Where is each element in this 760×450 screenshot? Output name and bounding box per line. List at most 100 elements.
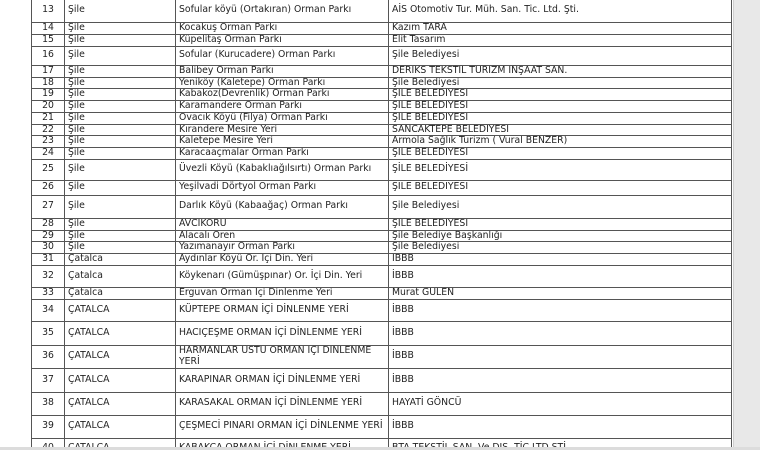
district-cell: Şile (64, 179, 176, 196)
operator-cell: Şile Belediyesi (388, 194, 732, 219)
row-number: 19 (31, 88, 65, 101)
operator-cell: İBBB (388, 298, 732, 322)
district-cell: Şile (64, 158, 176, 181)
site-name-cell: Sofular (Kurucadere) Orman Parkı (175, 45, 389, 66)
table-row: 24 Şile Karacaaçmalar Orman Parkı ŞİLE BELE… (31, 147, 732, 160)
district-cell: Şile (64, 100, 176, 113)
row-number: 35 (31, 320, 65, 346)
recreation-areas-table: 13 Şile Sofular köyü (Ortakıran) Orman Par… (31, 0, 732, 448)
site-name-cell: Aydınlar Köyü Or. İçi Din. Yeri (175, 253, 389, 266)
site-name-cell: Sofular köyü (Ortakıran) Orman Parkı (175, 0, 389, 23)
site-name-cell: Balibey Orman Parkı (175, 64, 389, 78)
district-cell: Şile (64, 194, 176, 219)
district-cell: Şile (64, 45, 176, 66)
table-row: 19 Şile Kabakoz(Devrenlik) Orman Parkı ŞİLE… (31, 88, 732, 101)
operator-cell: Kazım TARA (388, 22, 732, 35)
row-number: 34 (31, 298, 65, 322)
operator-cell: İBBB (388, 344, 732, 369)
district-cell: ÇATALCA (64, 367, 176, 393)
site-name-cell: Küpelitaş Orman Parkı (175, 33, 389, 47)
operator-cell: SANCAKTEPE BELEDİYESİ (388, 123, 732, 136)
row-number: 33 (31, 286, 65, 300)
table-row: 20 Şile Karamandere Orman Parkı ŞİLE BELEDİ… (31, 100, 732, 113)
row-number: 16 (31, 45, 65, 66)
operator-cell: ŞİLE BELEDİYESİ (388, 179, 732, 196)
site-name-cell: KÜPTEPE ORMAN İÇİ DİNLENME YERİ (175, 298, 389, 322)
district-cell: Şile (64, 241, 176, 254)
site-name-cell: KARAPINAR ORMAN İÇİ DİNLENME YERİ (175, 367, 389, 393)
row-number: 25 (31, 158, 65, 181)
operator-cell: ŞİLE BELEDİYESİ (388, 147, 732, 160)
operator-cell: BTA TEKSTİL SAN. Ve DIŞ. TİC.LTD.ŞTİ (388, 437, 732, 448)
table-row: 21 Şile Ovacık Köyü (Filya) Orman Parkı ŞİL… (31, 111, 732, 125)
table-row: 25 Şile Üvezli Köyü (Kabaklıağılsırtı) Orm… (31, 158, 732, 181)
table-row: 31 Çatalca Aydınlar Köyü Or. İçi Din. Yeri… (31, 253, 732, 266)
site-name-cell: Kocakuş Orman Parkı (175, 22, 389, 35)
site-name-cell: Üvezli Köyü (Kabaklıağılsırtı) Orman Par… (175, 158, 389, 181)
table-row: 18 Şile Yeniköy (Kaletepe) Orman Parkı Şile… (31, 76, 732, 89)
district-cell: ÇATALCA (64, 414, 176, 439)
operator-cell: ŞİLE BELEDİYESİ (388, 100, 732, 113)
site-name-cell: Karamandere Orman Parkı (175, 100, 389, 113)
table-row: 26 Şile Yeşilvadi Dörtyol Orman Parkı ŞİLE … (31, 179, 732, 196)
site-name-cell: Yeniköy (Kaletepe) Orman Parkı (175, 76, 389, 89)
operator-cell: Murat GÜLEN (388, 286, 732, 300)
district-cell: Şile (64, 88, 176, 101)
district-cell: Şile (64, 229, 176, 242)
table-row: 35 ÇATALCA HACIÇEŞME ORMAN İÇİ DİNLENME YE… (31, 320, 732, 346)
row-number: 37 (31, 367, 65, 393)
operator-cell: AİS Otomotiv Tur. Müh. San. Tic. Ltd. Şt… (388, 0, 732, 23)
operator-cell: ŞİLE BELEDİYESİ (388, 217, 732, 231)
table-row: 23 Şile Kaletepe Mesire Yeri Armola Sağlık … (31, 135, 732, 148)
operator-cell: İBBB (388, 253, 732, 266)
operator-cell: HAYATİ GÖNCÜ (388, 391, 732, 416)
operator-cell: Şile Belediye Başkanlığı (388, 229, 732, 242)
site-name-cell: HARMANLAR ÜSTÜ ORMAN İÇİ DİNLENME YERİ (175, 344, 389, 369)
site-name-cell: Kaletepe Mesire Yeri (175, 135, 389, 148)
table-row: 29 Şile Alacalı Ören Şile Belediye Başkanlı… (31, 229, 732, 242)
operator-cell: İBBB (388, 264, 732, 288)
table-row: 37 ÇATALCA KARAPINAR ORMAN İÇİ DİNLENME YE… (31, 367, 732, 393)
operator-cell: Şile Belediyesi (388, 45, 732, 66)
operator-cell: ŞİLE BELEDİYESİ (388, 111, 732, 125)
table-row: 17 Şile Balibey Orman Parkı DERİKS TEKSTİL … (31, 64, 732, 78)
district-cell: ÇATALCA (64, 391, 176, 416)
scroll-gutter (733, 0, 760, 450)
district-cell: Şile (64, 111, 176, 125)
operator-cell: ŞİLE BELEDİYESİ (388, 158, 732, 181)
operator-cell: İBBB (388, 367, 732, 393)
row-number: 20 (31, 100, 65, 113)
operator-cell: DERİKS TEKSTİL TURİZM İNŞAAT SAN. (388, 64, 732, 78)
table-row: 32 Çatalca Köykenarı (Gümüşpınar) Or. İçi … (31, 264, 732, 288)
row-number: 39 (31, 414, 65, 439)
row-number: 17 (31, 64, 65, 78)
table-row: 22 Şile Kırandere Mesire Yeri SANCAKTEPE BE… (31, 123, 732, 136)
row-number: 38 (31, 391, 65, 416)
district-cell: Şile (64, 135, 176, 148)
district-cell: Şile (64, 0, 176, 23)
operator-cell: Elit Tasarım (388, 33, 732, 47)
row-number: 30 (31, 241, 65, 254)
document-page: 13 Şile Sofular köyü (Ortakıran) Orman Par… (31, 0, 732, 448)
district-cell: Çatalca (64, 286, 176, 300)
site-name-cell: Köykenarı (Gümüşpınar) Or. İçi Din. Yeri (175, 264, 389, 288)
row-number: 27 (31, 194, 65, 219)
table-row: 14 Şile Kocakuş Orman Parkı Kazım TARA (31, 22, 732, 35)
site-name-cell: Yazımanayır Orman Parkı (175, 241, 389, 254)
table-row: 28 Şile AVCIKORU ŞİLE BELEDİYESİ (31, 217, 732, 231)
table-row: 30 Şile Yazımanayır Orman Parkı Şile Beledi… (31, 241, 732, 254)
row-number: 21 (31, 111, 65, 125)
operator-cell: Şile Belediyesi (388, 241, 732, 254)
site-name-cell: AVCIKORU (175, 217, 389, 231)
row-number: 32 (31, 264, 65, 288)
site-name-cell: ÇEŞMECİ PINARI ORMAN İÇİ DİNLENME YERİ (175, 414, 389, 439)
table-row: 38 ÇATALCA KARASAKAL ORMAN İÇİ DİNLENME YE… (31, 391, 732, 416)
row-number: 31 (31, 253, 65, 266)
site-name-cell: Karacaaçmalar Orman Parkı (175, 147, 389, 160)
row-number: 13 (31, 0, 65, 23)
operator-cell: ŞİLE BELEDİYESİ (388, 88, 732, 101)
row-number: 24 (31, 147, 65, 160)
table-row: 39 ÇATALCA ÇEŞMECİ PINARI ORMAN İÇİ DİNLEN… (31, 414, 732, 439)
table-body: 13 Şile Sofular köyü (Ortakıran) Orman Par… (31, 0, 732, 448)
district-cell: Çatalca (64, 253, 176, 266)
